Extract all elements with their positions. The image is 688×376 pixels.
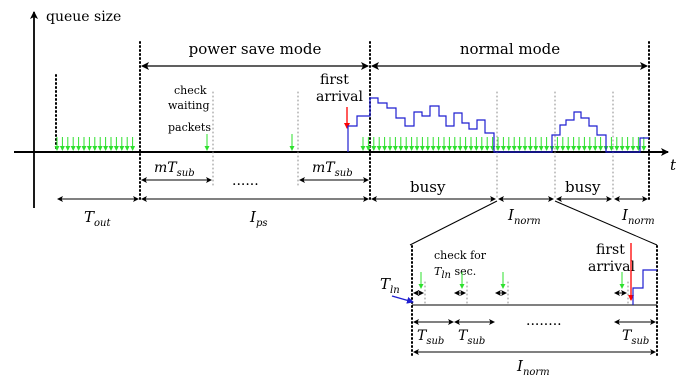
check-for-label-line2: Tln sec. — [434, 265, 476, 281]
minor-separators — [212, 91, 614, 201]
i-norm-inset-label: Inorm — [516, 357, 550, 376]
dots-main: ...... — [232, 173, 259, 189]
dots-inset: ........ — [526, 313, 562, 329]
check-for-label-line1: check for — [434, 249, 487, 262]
check-waiting-label-line3: packets — [168, 121, 211, 134]
normal-mode-label: normal mode — [460, 40, 560, 58]
check-waiting-label-line1: check — [174, 84, 207, 97]
inset-queue-trace — [632, 269, 657, 305]
t-sub-3-label: Tsub — [622, 328, 649, 347]
power-save-mode-label: power save mode — [189, 40, 322, 58]
check-waiting-label-line2: waiting — [168, 99, 210, 112]
packet-arrival-markers — [54, 134, 647, 151]
t-ln-label: Tln — [380, 275, 400, 296]
inset-first-arrival-line1: first — [596, 242, 625, 258]
i-norm-1-label: Inorm — [507, 206, 541, 227]
x-axis-label: t — [670, 156, 677, 174]
busy-1-label: busy — [410, 178, 446, 196]
i-norm-2-label: Inorm — [621, 206, 655, 227]
inset-first-arrival-line2: arrival — [588, 259, 635, 275]
t-sub-1-label: Tsub — [417, 328, 444, 347]
first-arrival-label-line2: arrival — [316, 89, 363, 105]
zoom-line-left — [409, 200, 498, 246]
t-out-label: Tout — [84, 208, 111, 229]
y-axis-label: queue size — [46, 9, 121, 25]
i-ps-label: Ips — [249, 208, 267, 229]
first-arrival-label-line1: first — [320, 72, 349, 88]
zoom-line-right — [554, 200, 658, 246]
inset-check-windows — [413, 272, 629, 304]
queue-size-trace — [347, 97, 649, 153]
t-sub-2-label: Tsub — [458, 328, 485, 347]
busy-2-label: busy — [565, 178, 601, 196]
t-ln-pointer — [391, 295, 414, 304]
m-t-sub-1-label: mTsub — [154, 160, 195, 179]
major-separators — [55, 41, 650, 201]
inset-detail: check for Tln sec. first arrival Tln ...… — [380, 242, 658, 376]
m-t-sub-2-label: mTsub — [312, 160, 353, 179]
